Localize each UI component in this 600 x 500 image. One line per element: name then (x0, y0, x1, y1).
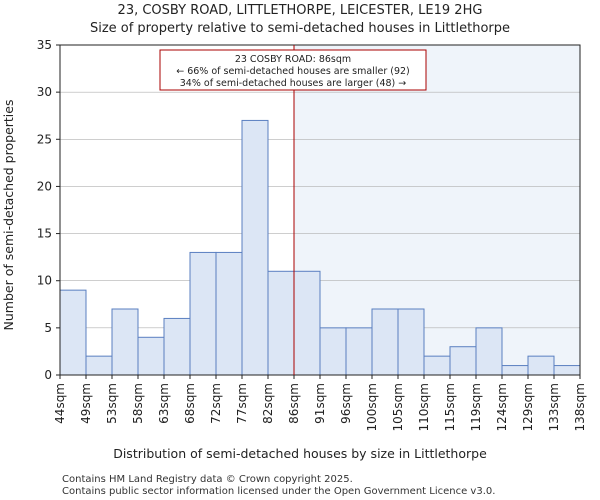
bar-96sqm (345, 327, 373, 376)
bar-53sqm (111, 308, 139, 376)
annotation-title: 23 COSBY ROAD: 86sqm (235, 54, 351, 65)
annotation-box: 23 COSBY ROAD: 86sqm ← 66% of semi-detac… (159, 49, 427, 91)
bar-110sqm (423, 355, 451, 376)
bar-77sqm (241, 119, 269, 376)
x-tick-label: 124sqm (495, 383, 509, 431)
annotation-larger: 34% of semi-detached houses are larger (… (180, 78, 407, 89)
x-axis-label: Distribution of semi-detached houses by … (113, 446, 487, 461)
x-tick-label: 53sqm (105, 383, 119, 424)
x-tick-label: 138sqm (573, 383, 587, 431)
x-tick-label: 63sqm (157, 383, 171, 424)
x-tick-label: 82sqm (261, 383, 275, 424)
bar-49sqm (85, 355, 113, 376)
footer-line2: Contains public sector information licen… (62, 486, 495, 497)
x-tick-label: 100sqm (365, 383, 379, 431)
x-tick-label: 91sqm (313, 383, 327, 424)
bar-58sqm (137, 336, 165, 376)
x-tick-label: 129sqm (521, 383, 535, 431)
bar-119sqm (475, 327, 503, 376)
x-tick-label: 96sqm (339, 383, 353, 424)
bar-133sqm (553, 365, 581, 376)
x-tick-label: 105sqm (391, 383, 405, 431)
x-tick-label: 68sqm (183, 383, 197, 424)
x-tick-label: 44sqm (53, 383, 67, 424)
footer-line1: Contains HM Land Registry data © Crown c… (62, 474, 353, 485)
y-axis-label: Number of semi-detached properties (1, 100, 16, 331)
y-tick-label: 5 (44, 321, 52, 335)
y-tick-label: 0 (44, 368, 52, 382)
bar-44sqm (59, 289, 87, 376)
bar-68sqm (189, 251, 217, 376)
bar-91sqm (319, 327, 347, 376)
x-tick-label: 86sqm (287, 383, 301, 424)
x-tick-label: 58sqm (131, 383, 145, 424)
bar-72sqm (215, 251, 243, 376)
x-tick-label: 119sqm (469, 383, 483, 431)
x-tick-label: 77sqm (235, 383, 249, 424)
y-tick-label: 15 (37, 227, 52, 241)
y-tick-label: 30 (37, 85, 52, 99)
chart-title-line1: 23, COSBY ROAD, LITTLETHORPE, LEICESTER,… (118, 3, 483, 18)
bar-86sqm (293, 270, 321, 376)
y-tick-label: 25 (37, 132, 52, 146)
annotation-smaller: ← 66% of semi-detached houses are smalle… (176, 66, 410, 77)
bar-115sqm (449, 346, 477, 376)
x-tick-label: 115sqm (443, 383, 457, 431)
x-tick-label: 110sqm (417, 383, 431, 431)
y-tick-label: 20 (37, 179, 52, 193)
x-tick-label: 72sqm (209, 383, 223, 424)
bar-105sqm (397, 308, 425, 376)
bar-82sqm (267, 270, 295, 376)
chart-title-line2: Size of property relative to semi-detach… (90, 21, 510, 36)
x-tick-label: 49sqm (79, 383, 93, 424)
bar-100sqm (371, 308, 399, 376)
y-tick-label: 10 (37, 274, 52, 288)
bar-63sqm (163, 317, 191, 376)
x-tick-label: 133sqm (547, 383, 561, 431)
y-tick-label: 35 (37, 38, 52, 52)
bar-124sqm (501, 365, 529, 376)
bar-129sqm (527, 355, 555, 376)
larger-region-shade (294, 45, 580, 375)
